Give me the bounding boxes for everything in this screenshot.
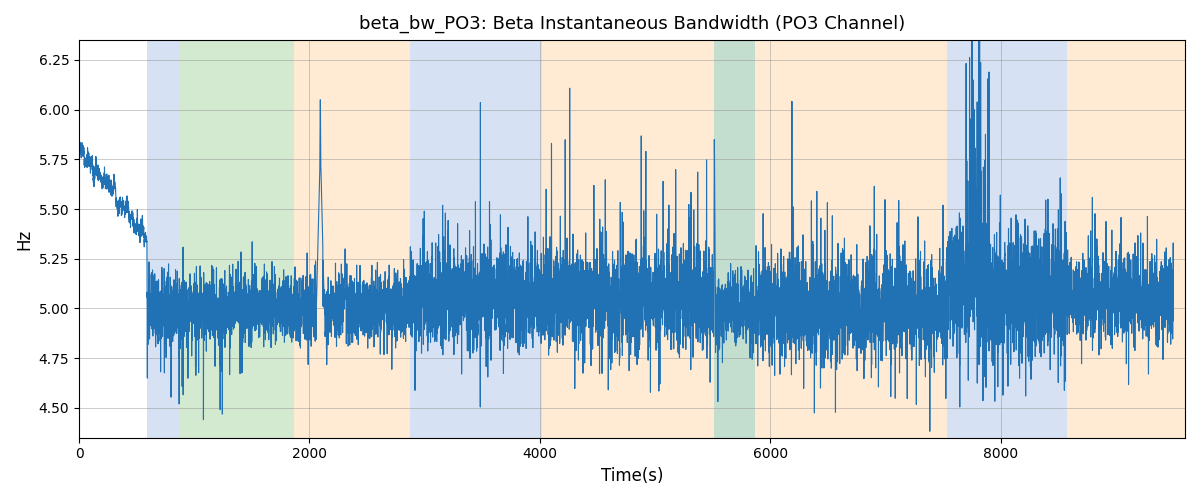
Bar [542,40,714,438]
Bar [294,40,409,438]
Bar [146,40,179,438]
Bar [179,40,294,438]
Bar [755,40,947,438]
X-axis label: Time(s): Time(s) [601,467,664,485]
Bar [1068,40,1186,438]
Bar [714,40,755,438]
Title: beta_bw_PO3: Beta Instantaneous Bandwidth (PO3 Channel): beta_bw_PO3: Beta Instantaneous Bandwidt… [359,15,905,34]
Bar [947,40,1068,438]
Y-axis label: Hz: Hz [14,228,32,250]
Bar [409,40,542,438]
Bar [714,40,755,438]
